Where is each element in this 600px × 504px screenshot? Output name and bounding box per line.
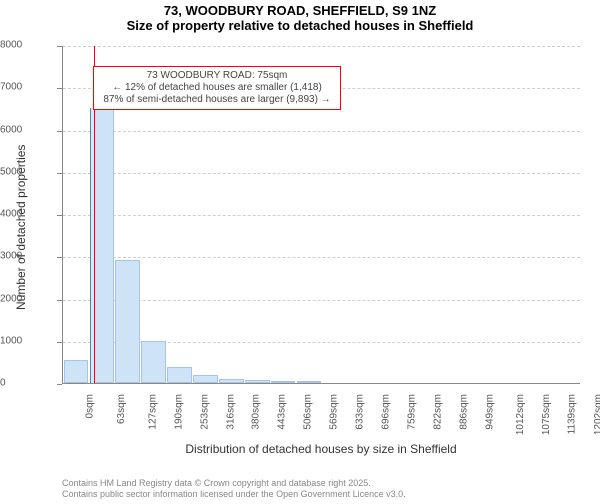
annotation-line2: ← 12% of detached houses are smaller (1,…	[99, 82, 335, 94]
chart-wrap: 73, WOODBURY ROAD, SHEFFIELD, S9 1NZ Siz…	[0, 4, 600, 504]
x-tick-label: 886sqm	[458, 394, 469, 430]
chart-titles: 73, WOODBURY ROAD, SHEFFIELD, S9 1NZ Siz…	[0, 4, 600, 34]
x-tick-label: 190sqm	[173, 394, 184, 430]
annotation-box: 73 WOODBURY ROAD: 75sqm← 12% of detached…	[93, 66, 341, 110]
y-tick-label: 2000	[0, 293, 54, 304]
x-tick-label: 1012sqm	[516, 394, 527, 435]
gridline	[63, 300, 580, 301]
caption-line1: Contains HM Land Registry data © Crown c…	[62, 478, 406, 489]
x-tick-label: 759sqm	[406, 394, 417, 430]
x-tick-label: 569sqm	[329, 394, 340, 430]
gridline	[63, 131, 580, 132]
y-tick	[57, 257, 62, 258]
x-tick-label: 506sqm	[303, 394, 314, 430]
x-tick-label: 822sqm	[432, 394, 443, 430]
histogram-bar	[193, 375, 218, 383]
y-tick-label: 5000	[0, 166, 54, 177]
x-tick-label: 380sqm	[251, 394, 262, 430]
histogram-bar	[297, 381, 322, 383]
histogram-bar	[167, 367, 192, 383]
y-tick	[57, 88, 62, 89]
gridline	[63, 46, 580, 47]
y-tick-label: 7000	[0, 82, 54, 93]
x-tick-label: 316sqm	[225, 394, 236, 430]
x-tick-label: 633sqm	[355, 394, 366, 430]
y-tick-label: 6000	[0, 124, 54, 135]
x-tick-label: 0sqm	[84, 394, 95, 418]
histogram-bar	[219, 379, 244, 383]
y-tick	[57, 384, 62, 385]
histogram-bar	[271, 381, 296, 383]
x-tick-label: 949sqm	[484, 394, 495, 430]
x-tick-label: 1075sqm	[541, 394, 552, 435]
plot-area: 73 WOODBURY ROAD: 75sqm← 12% of detached…	[62, 46, 580, 384]
annotation-line3: 87% of semi-detached houses are larger (…	[99, 94, 335, 106]
x-tick-label: 1202sqm	[593, 394, 600, 435]
annotation-line1: 73 WOODBURY ROAD: 75sqm	[99, 70, 335, 82]
title-line1: 73, WOODBURY ROAD, SHEFFIELD, S9 1NZ	[0, 4, 600, 19]
histogram-bar	[141, 341, 166, 383]
y-tick-label: 8000	[0, 40, 54, 51]
x-tick-label: 253sqm	[199, 394, 210, 430]
x-axis-title: Distribution of detached houses by size …	[62, 442, 580, 456]
y-tick	[57, 173, 62, 174]
y-tick	[57, 46, 62, 47]
y-tick-label: 4000	[0, 209, 54, 220]
y-tick	[57, 215, 62, 216]
y-tick-label: 3000	[0, 251, 54, 262]
histogram-bar	[115, 260, 140, 383]
attribution-caption: Contains HM Land Registry data © Crown c…	[62, 478, 406, 500]
x-tick-label: 443sqm	[277, 394, 288, 430]
y-tick-label: 1000	[0, 335, 54, 346]
y-tick	[57, 131, 62, 132]
x-tick-label: 63sqm	[116, 394, 127, 424]
gridline	[63, 173, 580, 174]
x-tick-label: 696sqm	[380, 394, 391, 430]
histogram-bar	[245, 380, 270, 383]
y-tick	[57, 300, 62, 301]
gridline	[63, 257, 580, 258]
x-tick-label: 127sqm	[147, 394, 158, 430]
y-tick-label: 0	[0, 378, 54, 389]
histogram-bar	[64, 360, 89, 383]
title-line2: Size of property relative to detached ho…	[0, 19, 600, 34]
gridline	[63, 215, 580, 216]
y-tick	[57, 342, 62, 343]
x-tick-label: 1139sqm	[567, 394, 578, 434]
caption-line2: Contains public sector information licen…	[62, 489, 406, 500]
